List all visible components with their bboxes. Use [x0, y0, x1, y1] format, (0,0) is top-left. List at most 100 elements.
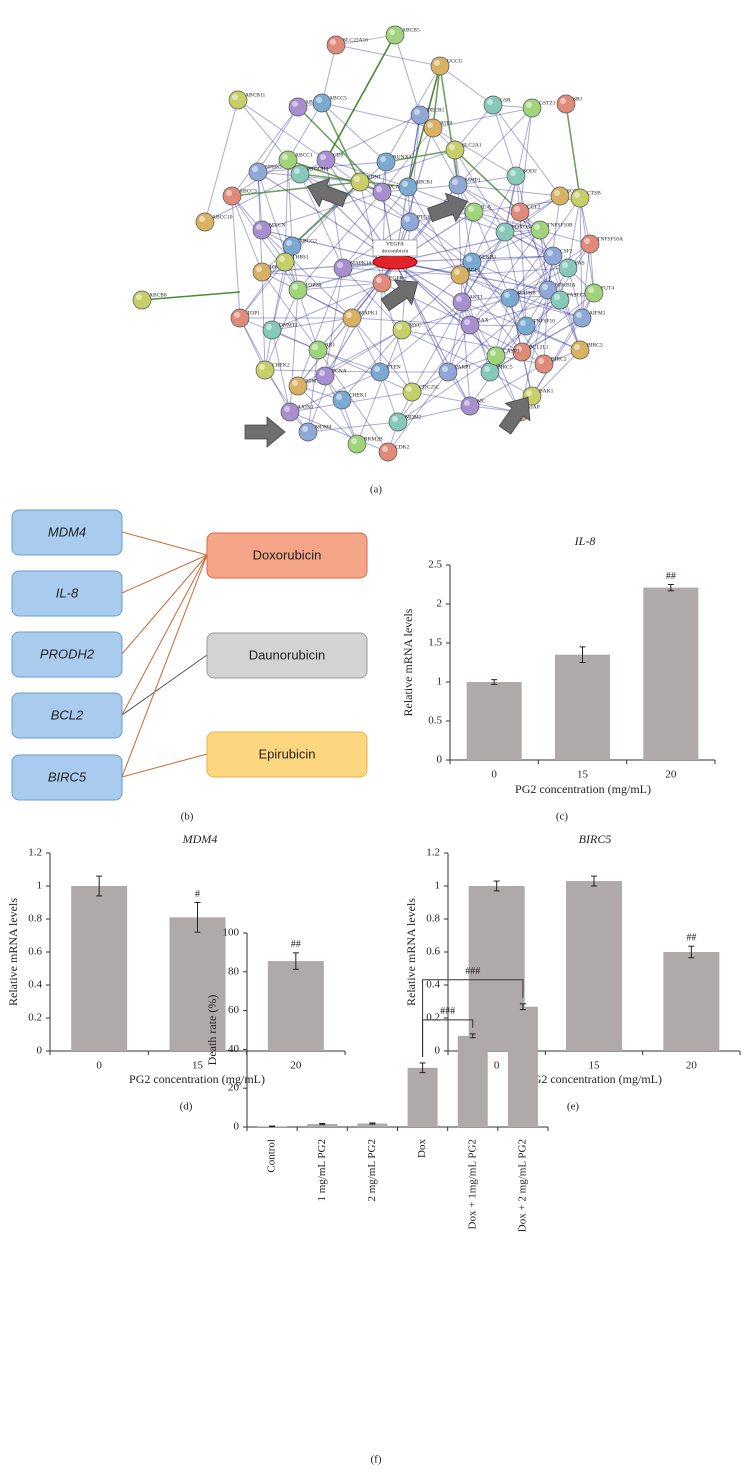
edge: [409, 114, 421, 223]
y-tick-label: 0.6: [426, 946, 440, 958]
edge: [519, 211, 527, 327]
node-shine: [266, 324, 272, 330]
y-tick-label: 40: [228, 1043, 240, 1055]
node-label: MMP1: [465, 177, 481, 183]
edge: [289, 411, 389, 453]
y-tick-label: 1: [435, 880, 441, 892]
edge: [231, 195, 299, 291]
node-label: MYC: [409, 322, 422, 328]
node-shine: [454, 269, 460, 275]
node-label: NFKBIA: [555, 282, 576, 288]
edge: [459, 211, 475, 276]
y-tick-label: 20: [228, 1082, 240, 1094]
edge: [356, 329, 403, 445]
edge: [459, 274, 523, 353]
edge: [565, 103, 581, 199]
y-tick-label: 60: [228, 1004, 240, 1016]
gene-box: [11, 692, 123, 739]
edge: [471, 255, 554, 263]
edge: [324, 329, 403, 377]
link: [121, 554, 208, 655]
edge: [394, 261, 549, 291]
node-shine: [402, 181, 408, 187]
node-shine: [574, 344, 580, 350]
node-shine: [389, 29, 395, 35]
edge: [579, 197, 583, 319]
drug-box: [206, 731, 368, 778]
node-label: FOXO3: [512, 224, 530, 230]
node-label: EDN1: [367, 174, 381, 180]
node-shine: [320, 154, 326, 160]
node-label: ABCB11: [245, 92, 266, 98]
node-label: PRODH2: [307, 166, 329, 172]
bar: [357, 1123, 388, 1127]
node-label: TNFSF10A: [597, 236, 623, 242]
node-shine: [330, 39, 336, 45]
panel-label: (a): [370, 484, 383, 496]
drug-label: Epirubicin: [258, 746, 315, 761]
node-shine: [226, 190, 232, 196]
arrow: [498, 396, 531, 435]
node-shine: [547, 250, 553, 256]
y-tick-label: 0.4: [426, 979, 440, 991]
edge: [397, 355, 497, 423]
edge: [454, 149, 521, 213]
y-axis-label: Relative mRNA levels: [404, 898, 418, 1006]
node-label: ABCC3: [239, 188, 257, 194]
edge: [461, 301, 497, 357]
y-tick-label: 2: [437, 598, 443, 610]
bar: [555, 654, 610, 760]
edge: [439, 65, 459, 186]
edge: [401, 329, 523, 353]
y-tick-label: 0: [37, 1045, 43, 1057]
node-shine: [380, 156, 386, 162]
x-tick-label: 1 mg/mL PG2: [316, 1139, 328, 1202]
node-label: TNFSF10: [533, 318, 555, 324]
edge: [509, 297, 583, 319]
node-shine: [284, 406, 290, 412]
edge: [325, 159, 409, 188]
node-shine: [538, 358, 544, 364]
bar: [71, 886, 128, 1051]
bar: [407, 1067, 438, 1127]
x-axis-label: PG2 concentration (mg/mL): [129, 1072, 265, 1086]
node-label: MDM4: [315, 424, 332, 430]
center-label: VEGFA: [386, 241, 404, 247]
edge: [237, 99, 327, 161]
node-shine: [234, 312, 240, 318]
edge: [291, 181, 361, 247]
edge: [297, 329, 403, 387]
node-label: ATM: [305, 378, 317, 384]
edge: [264, 289, 299, 371]
node-label: MAPK8: [517, 290, 536, 296]
comparison-bracket: [422, 979, 524, 1057]
node-shine: [346, 312, 352, 318]
node-label: RB1: [325, 342, 335, 348]
edge: [359, 149, 456, 183]
edge: [317, 349, 389, 453]
x-tick-label: 2 mg/mL PG2: [366, 1139, 378, 1202]
node-label: ABCB1: [415, 179, 433, 185]
gene-label: MDM4: [48, 524, 86, 539]
edge: [397, 405, 471, 423]
edge: [381, 184, 459, 193]
drug-box: [206, 632, 368, 679]
node-shine: [526, 102, 532, 108]
edge: [432, 107, 533, 129]
link: [121, 554, 208, 716]
edge: [325, 34, 396, 161]
x-tick-label: Dox + 2 mg/mL PG2: [516, 1139, 528, 1232]
node-label: MC: [477, 398, 486, 404]
x-tick-label: Dox: [416, 1139, 428, 1158]
node-shine: [316, 97, 322, 103]
edge: [231, 195, 263, 273]
node-label: GSTZ1: [539, 100, 556, 106]
edge: [351, 261, 396, 319]
x-axis-label: PG2 concentration (mg/mL): [526, 1072, 662, 1086]
edge: [504, 175, 517, 233]
edge: [439, 65, 494, 106]
edge: [492, 104, 517, 177]
edge: [471, 261, 545, 365]
node-shine: [510, 170, 516, 176]
